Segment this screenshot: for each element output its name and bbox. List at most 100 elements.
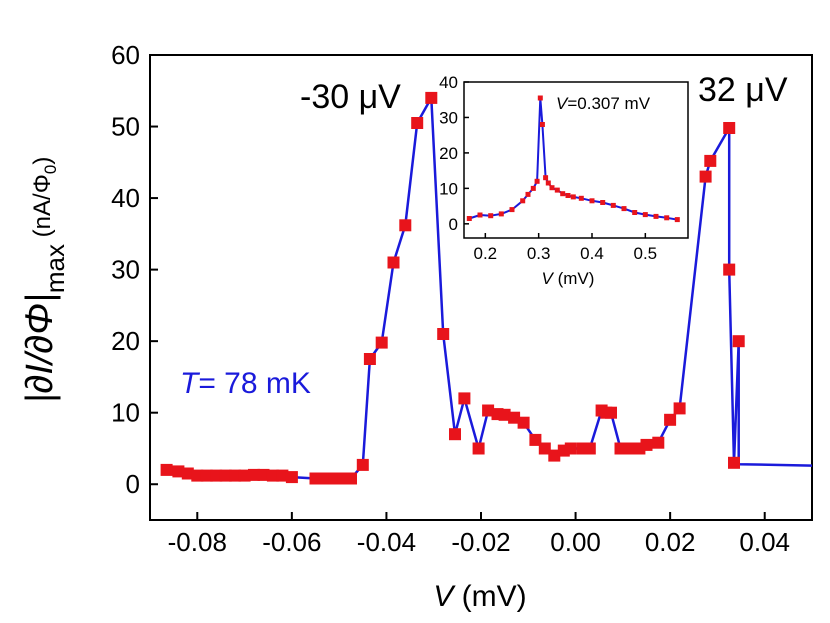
data-point (200, 469, 213, 482)
y-tick-label: 60 (111, 40, 140, 70)
inset-data-point (589, 198, 595, 204)
data-point (219, 469, 232, 482)
inset-data-point (545, 180, 551, 186)
inset-x-tick-label: 0.3 (527, 244, 551, 263)
inset-y-tick-label: 0 (449, 215, 458, 234)
data-point (210, 469, 223, 482)
data-point (229, 469, 242, 482)
inset-data-point (498, 211, 504, 217)
data-point (345, 472, 357, 485)
inset-series (466, 95, 680, 223)
inset-data-point (520, 198, 526, 204)
data-point (411, 117, 424, 129)
inset-data-point (488, 213, 494, 219)
temperature-label: T= 78 mK (180, 367, 311, 400)
x-tick-label: 0.02 (645, 527, 696, 557)
inset-data-point (632, 210, 638, 215)
y-axis-label-unit-sub: 0 (41, 165, 60, 174)
inset-y-tick-label: 30 (439, 108, 458, 127)
inset-x-tick-label: 0.2 (474, 244, 498, 263)
inset-data-point (565, 193, 571, 198)
x-tick-label: -0.04 (357, 527, 416, 557)
y-tick-label: 50 (111, 112, 140, 142)
data-point (387, 256, 400, 269)
inset-series-line (468, 97, 678, 221)
data-point (285, 471, 298, 484)
inset-x-axis-label-unit: (mV) (553, 269, 595, 288)
y-tick-label: 30 (111, 255, 140, 285)
data-point (723, 263, 736, 276)
data-point (328, 472, 341, 485)
inset-x-tick-label: 0.4 (580, 244, 604, 263)
data-point (605, 406, 617, 419)
inset-data-point (537, 95, 543, 101)
inset-data-point (664, 215, 670, 221)
data-point (704, 154, 717, 167)
y-axis-label-main: |∂I/∂Φ| (19, 293, 61, 403)
temperature-value: = 78 mK (198, 367, 311, 400)
inset-data-point (610, 202, 616, 208)
inset-axis-ticks: 0.2 0.3 0.4 0.5 0 10 20 30 40 (439, 73, 657, 263)
data-point (449, 428, 461, 441)
data-point (399, 219, 412, 232)
inset-data-point (525, 191, 531, 197)
data-point (732, 335, 745, 348)
y-axis-label-unit: (nA/Φ (29, 174, 56, 244)
data-point (437, 328, 450, 340)
data-point (664, 413, 677, 426)
main-axis-ticks: -0.08 -0.06 -0.04 -0.02 0.00 0.02 0.04 0 10 20 30 4… (111, 40, 790, 557)
data-point (673, 402, 686, 415)
inset-data-point (621, 206, 627, 212)
inset-data-point (466, 216, 472, 221)
x-tick-label: 0.00 (550, 527, 601, 557)
inset-data-point (642, 212, 648, 218)
inset-data-point (653, 213, 659, 219)
inset-data-point (560, 191, 566, 197)
inset-data-point (477, 212, 483, 218)
inset-y-tick-label: 20 (439, 144, 458, 163)
x-tick-label: -0.08 (168, 527, 227, 557)
y-tick-label: 0 (126, 469, 140, 499)
main-series (160, 91, 813, 485)
data-point (508, 411, 521, 424)
inset-data-point (534, 178, 540, 184)
data-point (309, 472, 322, 485)
y-axis-label-unit-close: ) (29, 157, 56, 165)
data-point (248, 468, 260, 481)
inset-data-point (554, 187, 560, 193)
inset-x-axis-label-var: V (542, 269, 555, 288)
data-point (172, 465, 185, 478)
y-tick-label: 20 (111, 326, 140, 356)
inset-data-point (539, 122, 545, 127)
inset-annotation: V=0.307 mV (556, 94, 651, 113)
data-point (728, 456, 740, 469)
data-point (266, 469, 279, 482)
inset-annotation-var: V (556, 94, 569, 113)
data-point (640, 438, 653, 451)
x-tick-label: 0.04 (739, 527, 790, 557)
y-tick-label: 40 (111, 183, 140, 213)
inset-data-point (549, 185, 555, 191)
inset-x-tick-label: 0.5 (634, 244, 658, 263)
data-point (498, 408, 511, 421)
x-axis-label-unit: (mV) (453, 580, 526, 613)
data-point (191, 469, 204, 482)
data-point (238, 469, 251, 482)
inset-data-point (674, 217, 680, 223)
data-point (538, 442, 551, 455)
data-point (699, 170, 712, 183)
inset-data-point (600, 200, 606, 205)
inset-data-point (543, 175, 549, 181)
data-point (276, 469, 289, 482)
data-point (723, 122, 736, 134)
x-tick-label: -0.02 (451, 527, 510, 557)
temperature-var: T (180, 367, 201, 400)
data-point (363, 353, 376, 365)
svg-text:|∂I/∂Φ|max (nA/Φ0): |∂I/∂Φ|max (nA/Φ0) (19, 157, 70, 404)
data-point (356, 458, 369, 471)
right-peak-label: 32 μV (698, 71, 788, 109)
data-point (181, 467, 194, 480)
inset-y-tick-label: 40 (439, 73, 458, 92)
data-point (160, 463, 173, 476)
